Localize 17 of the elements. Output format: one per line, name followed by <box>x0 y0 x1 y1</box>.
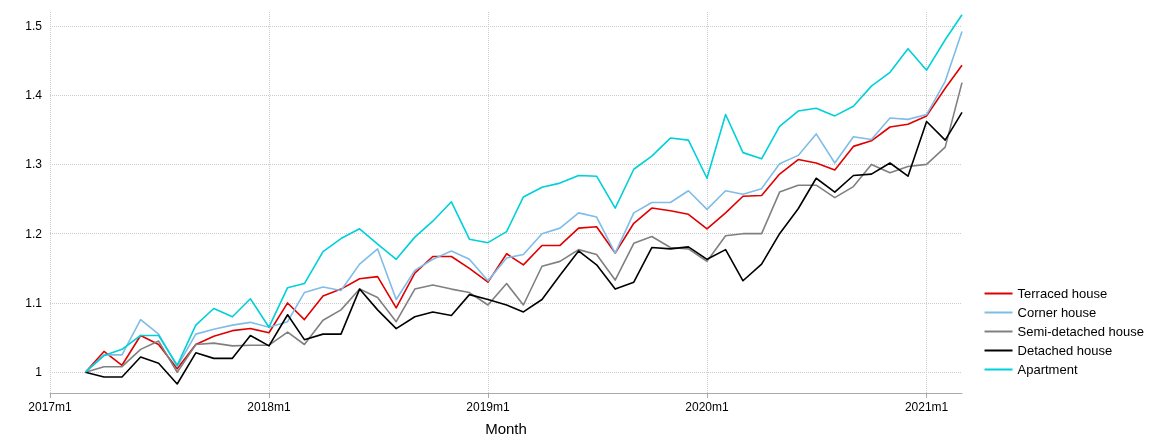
y-tick-label: 1.3 <box>25 157 43 172</box>
legend-label: Semi-detached house <box>1017 324 1145 339</box>
legend-label: Detached house <box>1017 343 1113 358</box>
y-tick-label: 1.2 <box>25 226 43 241</box>
y-tick-label: 1.1 <box>25 295 43 310</box>
legend-label: Apartment <box>1017 362 1078 377</box>
legend-label: Corner house <box>1017 305 1097 320</box>
x-tick-label: 2019m1 <box>466 400 510 414</box>
x-tick-label: 2017m1 <box>28 400 72 414</box>
y-tick-label: 1.4 <box>25 88 43 103</box>
x-tick-label: 2018m1 <box>247 400 291 414</box>
x-tick-label: 2020m1 <box>685 400 729 414</box>
y-tick-label: 1.5 <box>25 18 43 33</box>
x-axis-title: Month <box>485 420 527 437</box>
y-tick-label: 1 <box>35 365 43 380</box>
legend-label: Terraced house <box>1017 286 1108 301</box>
x-tick-label: 2021m1 <box>904 400 949 414</box>
